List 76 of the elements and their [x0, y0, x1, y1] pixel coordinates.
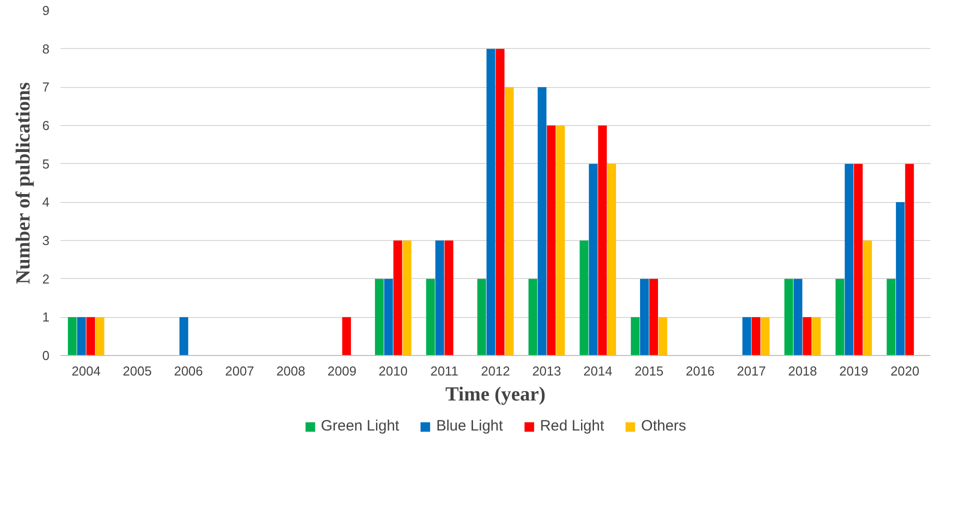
- bar: [374, 278, 384, 356]
- bar: [760, 317, 770, 356]
- bar: [580, 240, 588, 356]
- bar: [784, 278, 794, 356]
- x-tick-label: 2009: [328, 364, 356, 378]
- bar: [844, 164, 854, 356]
- bar: [752, 317, 760, 356]
- bar: [836, 278, 844, 356]
- y-tick-label: 6: [42, 118, 50, 133]
- bar: [68, 317, 77, 356]
- y-tick-label: 7: [42, 80, 50, 95]
- x-tick-label: 2008: [276, 364, 306, 378]
- bar: [538, 87, 546, 356]
- x-tick-label: 2005: [122, 364, 152, 378]
- bar: [546, 126, 556, 356]
- bar: [504, 87, 514, 356]
- bar: [426, 278, 435, 356]
- x-tick-label: 2011: [430, 364, 458, 378]
- y-tick-label: 5: [42, 156, 50, 172]
- x-tick-label: 2014: [583, 364, 612, 378]
- x-tick-label: 2016: [686, 364, 715, 378]
- bar: [342, 317, 351, 356]
- x-tick-label: 2020: [890, 364, 920, 378]
- bar: [854, 164, 863, 356]
- x-tick-label: 2015: [634, 364, 664, 378]
- bar: [812, 317, 821, 356]
- x-tick-label: 2017: [736, 364, 766, 378]
- bar: [649, 278, 658, 356]
- bar: [96, 317, 104, 356]
- bar: [402, 240, 412, 356]
- bar: [588, 164, 598, 356]
- bar: [802, 317, 812, 356]
- bar: [435, 240, 444, 356]
- bar: [444, 240, 454, 356]
- x-tick-label: 2010: [378, 364, 408, 378]
- bar: [658, 317, 668, 356]
- x-tick-label: 2018: [788, 364, 818, 378]
- bar: [528, 278, 538, 356]
- x-tick-label: 2012: [481, 364, 510, 378]
- x-tick-label: 2007: [225, 364, 254, 378]
- bar: [640, 278, 649, 356]
- bar: [630, 317, 640, 356]
- bar: [496, 48, 504, 356]
- bar: [794, 278, 802, 356]
- x-tick-label: 2004: [72, 364, 101, 378]
- x-tick-label: 2019: [839, 364, 868, 378]
- y-tick-label: 3: [42, 233, 50, 248]
- bar: [905, 164, 914, 356]
- bar: [607, 164, 616, 356]
- bar: [742, 317, 752, 356]
- legend-label: Blue Light: [436, 418, 503, 434]
- x-tick-label: 2013: [532, 364, 562, 378]
- bar: [179, 317, 188, 356]
- bar: [896, 202, 905, 356]
- y-tick-label: 1: [42, 310, 50, 325]
- y-tick-label: 0: [42, 348, 50, 363]
- bar: [556, 126, 565, 356]
- bar: [598, 126, 607, 356]
- bar: [77, 317, 86, 356]
- bar: [393, 240, 402, 356]
- y-tick-label: 2: [42, 271, 50, 286]
- legend-label: Others: [641, 418, 686, 434]
- bar: [886, 278, 896, 356]
- x-tick-label: 2006: [174, 364, 203, 378]
- bar: [477, 278, 486, 356]
- legend-label: Green Light: [320, 418, 400, 434]
- y-axis-title: Number of publications: [12, 82, 34, 284]
- x-axis-title: Time (year): [445, 384, 546, 406]
- legend-label: Red Light: [540, 418, 604, 434]
- bar: [384, 278, 393, 356]
- bar: [86, 317, 96, 356]
- y-tick-label: 9: [42, 3, 50, 18]
- y-tick-label: 4: [42, 194, 50, 210]
- y-tick-label: 8: [42, 41, 50, 56]
- bar: [863, 240, 872, 356]
- bar: [486, 48, 496, 356]
